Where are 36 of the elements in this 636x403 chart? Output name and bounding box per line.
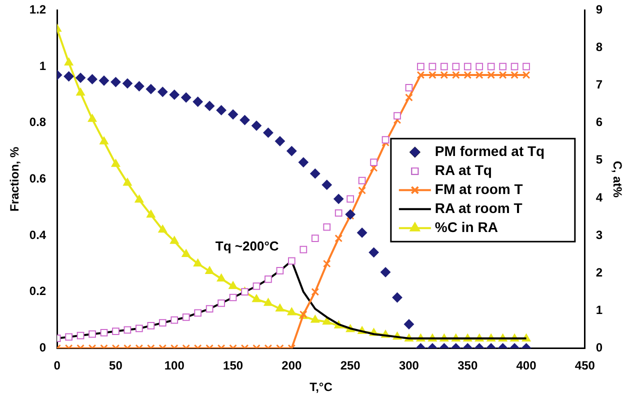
y2-tick-label: 5 (596, 152, 603, 167)
x-tick-label: 0 (54, 358, 61, 373)
x-axis-title: T,°C (310, 380, 333, 394)
x-tick-label: 50 (109, 358, 123, 373)
y2-tick-label: 1 (596, 302, 603, 317)
x-tick-label: 300 (398, 358, 420, 373)
y-tick-label: 1.2 (29, 2, 46, 17)
x-tick-label: 350 (458, 358, 478, 373)
y-tick-label: 0.4 (29, 228, 46, 242)
y2-tick-label: 6 (596, 115, 603, 130)
x-tick-label: 250 (340, 358, 361, 373)
y-tick-label: 0 (39, 340, 46, 355)
y2-tick-label: 2 (596, 265, 603, 280)
x-tick-label: 200 (282, 358, 302, 373)
annotation: Tq ~200°C (215, 238, 280, 254)
legend-label: RA at room T (434, 200, 523, 216)
x-tick-label: 400 (516, 358, 537, 373)
y2-tick-label: 9 (596, 2, 603, 17)
y2-tick-label: 7 (596, 78, 603, 92)
y2-tick-label: 3 (596, 228, 603, 242)
legend-label: FM at room T (434, 181, 524, 197)
y2-tick-label: 8 (596, 40, 603, 54)
legend-label: PM formed at Tq (434, 143, 545, 159)
y-axis-title: Fraction, % (8, 146, 22, 212)
legend-label: %C in RA (434, 219, 498, 235)
x-tick-label: 100 (164, 358, 185, 373)
x-tick-label: 450 (574, 358, 596, 373)
y-tick-label: 1 (39, 58, 46, 73)
y-tick-label: 0.8 (29, 115, 46, 130)
y2-tick-label: 0 (596, 340, 603, 355)
y2-axis-title: C, at% (610, 160, 624, 198)
legend-label: RA at Tq (434, 162, 492, 178)
x-tick-label: 150 (223, 358, 244, 373)
y-tick-label: 0.6 (29, 172, 46, 186)
y-tick-label: 0.2 (29, 284, 46, 298)
y2-tick-label: 4 (596, 190, 603, 204)
